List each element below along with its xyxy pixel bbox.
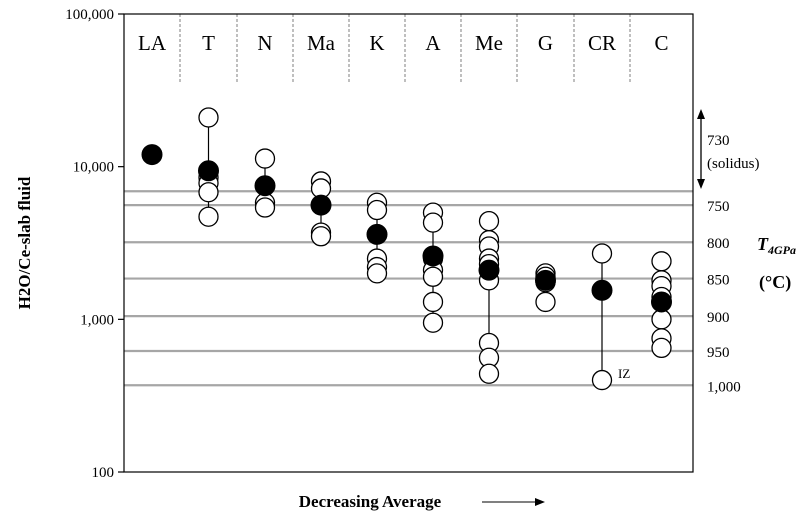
average-point <box>254 175 276 197</box>
plot-frame <box>123 13 694 473</box>
sample-point <box>591 369 613 391</box>
sample-point <box>651 309 672 330</box>
sample-point <box>422 312 444 333</box>
temperature-label: 730 <box>707 133 730 149</box>
category-label: Ma <box>307 31 336 55</box>
category-label: A <box>425 31 441 55</box>
category-label: T <box>202 31 215 55</box>
sample-point <box>366 263 388 284</box>
category-label: CR <box>588 31 616 55</box>
category-label: LA <box>138 31 167 55</box>
category-label: K <box>369 31 384 55</box>
temperature-label: 950 <box>707 345 730 361</box>
temperature-label: 900 <box>707 310 730 326</box>
sample-point <box>198 206 219 227</box>
temperature-label: 850 <box>707 273 730 289</box>
sample-point <box>422 266 444 287</box>
solidus-arrow-down <box>697 179 705 189</box>
average-point <box>366 223 388 245</box>
sample-point <box>478 210 500 232</box>
category-label: Me <box>475 31 503 55</box>
sample-point <box>422 212 444 233</box>
solidus-note: (solidus) <box>707 156 760 172</box>
sample-point <box>478 363 500 384</box>
category-label: N <box>257 31 272 55</box>
sample-point <box>198 107 219 128</box>
sample-point <box>198 182 219 203</box>
solidus-arrow-up <box>697 109 705 119</box>
sample-point <box>651 337 672 359</box>
sample-point <box>254 197 276 218</box>
average-point <box>198 160 219 182</box>
average-point <box>535 269 556 291</box>
sample-point <box>310 226 332 247</box>
category-label: G <box>538 31 553 55</box>
y-tick-label: 10,000 <box>73 160 114 176</box>
temperature-lines <box>124 190 693 387</box>
y-axis-label: H2O/Ce-slab fluid <box>15 176 34 309</box>
sample-point <box>254 148 276 169</box>
data-points <box>141 107 672 391</box>
sample-point <box>591 243 613 264</box>
average-point <box>310 194 332 216</box>
right-axis-label: T4GPa <box>757 234 796 257</box>
annotation-iz: IZ <box>618 366 630 381</box>
average-point <box>141 144 163 166</box>
category-dividers <box>179 14 631 82</box>
y-tick-label: 100,000 <box>65 7 114 23</box>
sample-point <box>422 291 444 313</box>
average-point <box>591 279 613 301</box>
y-tick-label: 100 <box>92 465 115 481</box>
sample-point <box>651 251 672 272</box>
temperature-label: 800 <box>707 236 730 252</box>
x-axis-arrow-head <box>535 498 545 506</box>
category-label: C <box>654 31 668 55</box>
y-ticks: 100 1,000 10,000 100,000 <box>65 7 124 481</box>
sample-point <box>535 291 556 313</box>
average-point <box>651 291 672 313</box>
temperature-label: 750 <box>707 199 730 215</box>
sample-point <box>366 199 388 221</box>
y-tick-label: 1,000 <box>80 312 114 328</box>
temperature-labels: 730 750 800 850 900 950 1,000 <box>707 133 741 395</box>
right-axis-unit: (°C) <box>759 272 791 293</box>
temperature-label: 1,000 <box>707 379 741 395</box>
average-point <box>422 245 444 267</box>
category-labels: LA T N Ma K A Me G CR C <box>138 31 669 55</box>
average-point <box>478 259 500 281</box>
x-axis-label: Decreasing Average <box>299 492 442 511</box>
